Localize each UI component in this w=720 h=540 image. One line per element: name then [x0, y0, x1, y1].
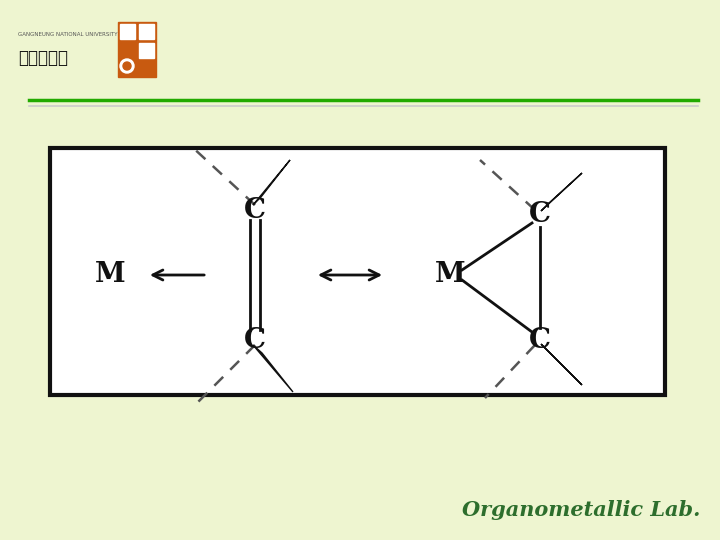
Circle shape: [120, 59, 134, 73]
Bar: [139, 43, 154, 58]
Text: C: C: [244, 197, 266, 224]
Text: M: M: [435, 261, 465, 288]
Text: C: C: [529, 201, 551, 228]
Bar: [120, 43, 135, 58]
Text: C: C: [244, 327, 266, 354]
Text: M: M: [95, 261, 125, 288]
Bar: [50, 148, 665, 395]
Bar: [139, 24, 154, 39]
Text: GANGNEUNG NATIONAL UNIVERSITY: GANGNEUNG NATIONAL UNIVERSITY: [18, 32, 117, 37]
Bar: [120, 24, 135, 39]
Text: Organometallic Lab.: Organometallic Lab.: [462, 500, 700, 520]
Polygon shape: [541, 173, 582, 211]
Bar: [118, 22, 156, 77]
Polygon shape: [253, 345, 293, 392]
Circle shape: [123, 62, 131, 70]
Polygon shape: [253, 160, 290, 205]
Text: 강릉대학교: 강릉대학교: [18, 49, 68, 67]
Polygon shape: [541, 344, 582, 385]
Text: C: C: [529, 327, 551, 354]
